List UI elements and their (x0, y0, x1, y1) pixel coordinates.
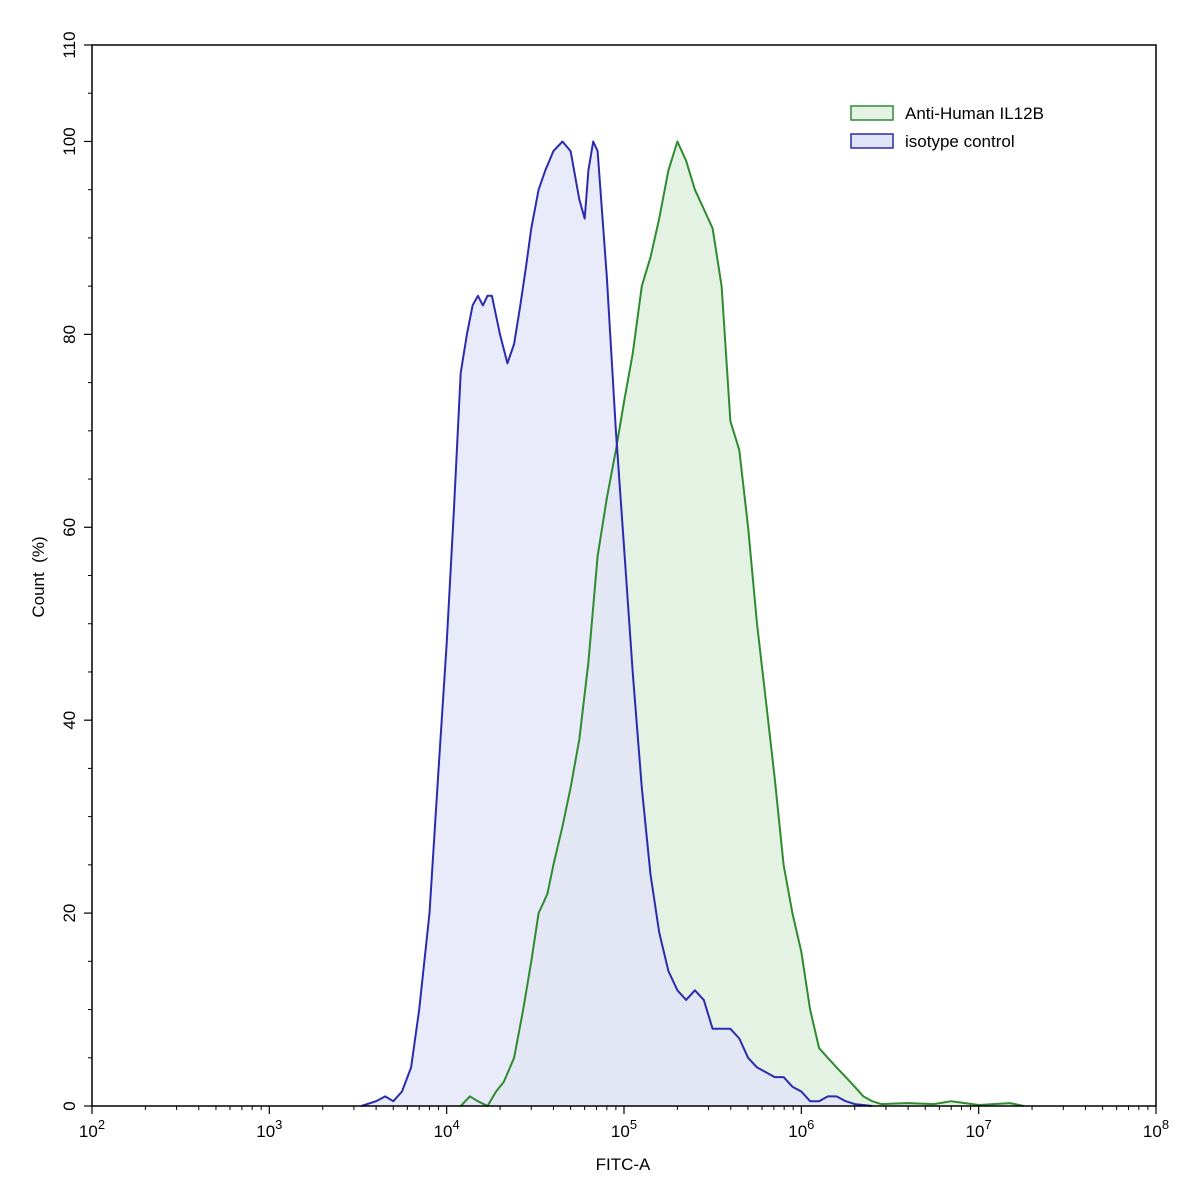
y-tick-label: 80 (60, 325, 79, 344)
x-tick-label: 107 (966, 1117, 992, 1141)
x-tick-label: 103 (256, 1117, 282, 1141)
y-tick-label: 40 (60, 711, 79, 730)
legend-label-isotype-control: isotype control (905, 132, 1015, 151)
y-axis-title: Count (%) (29, 536, 48, 617)
axes: 102 103 104 105 106 107 108 0 20 40 60 80 100 110 (60, 31, 1169, 1141)
x-tick-label: 104 (434, 1117, 460, 1141)
series-line-anti-human-il12b (459, 140, 1025, 1107)
y-tick-label: 20 (60, 904, 79, 923)
x-tick-label: 108 (1143, 1117, 1169, 1141)
x-tick-label: 106 (788, 1117, 814, 1141)
x-tick-label: 102 (79, 1117, 105, 1141)
x-axis-title: FITC-A (596, 1155, 651, 1174)
series-line-isotype-control (360, 140, 873, 1107)
legend-swatch-isotype-control (850, 133, 894, 149)
x-tick-label: 105 (611, 1117, 637, 1141)
series-area-isotype-control (361, 141, 873, 1106)
plot-area (360, 140, 1025, 1107)
legend-label-anti-human-il12b: Anti-Human IL12B (905, 104, 1044, 123)
y-tick-label: 100 (60, 127, 79, 155)
y-tick-label: 60 (60, 518, 79, 537)
y-tick-label: 0 (60, 1101, 79, 1110)
y-tick-label: 110 (60, 31, 79, 58)
legend: Anti-Human IL12B isotype control (850, 104, 1044, 151)
legend-swatch-anti-human-il12b (850, 105, 894, 121)
